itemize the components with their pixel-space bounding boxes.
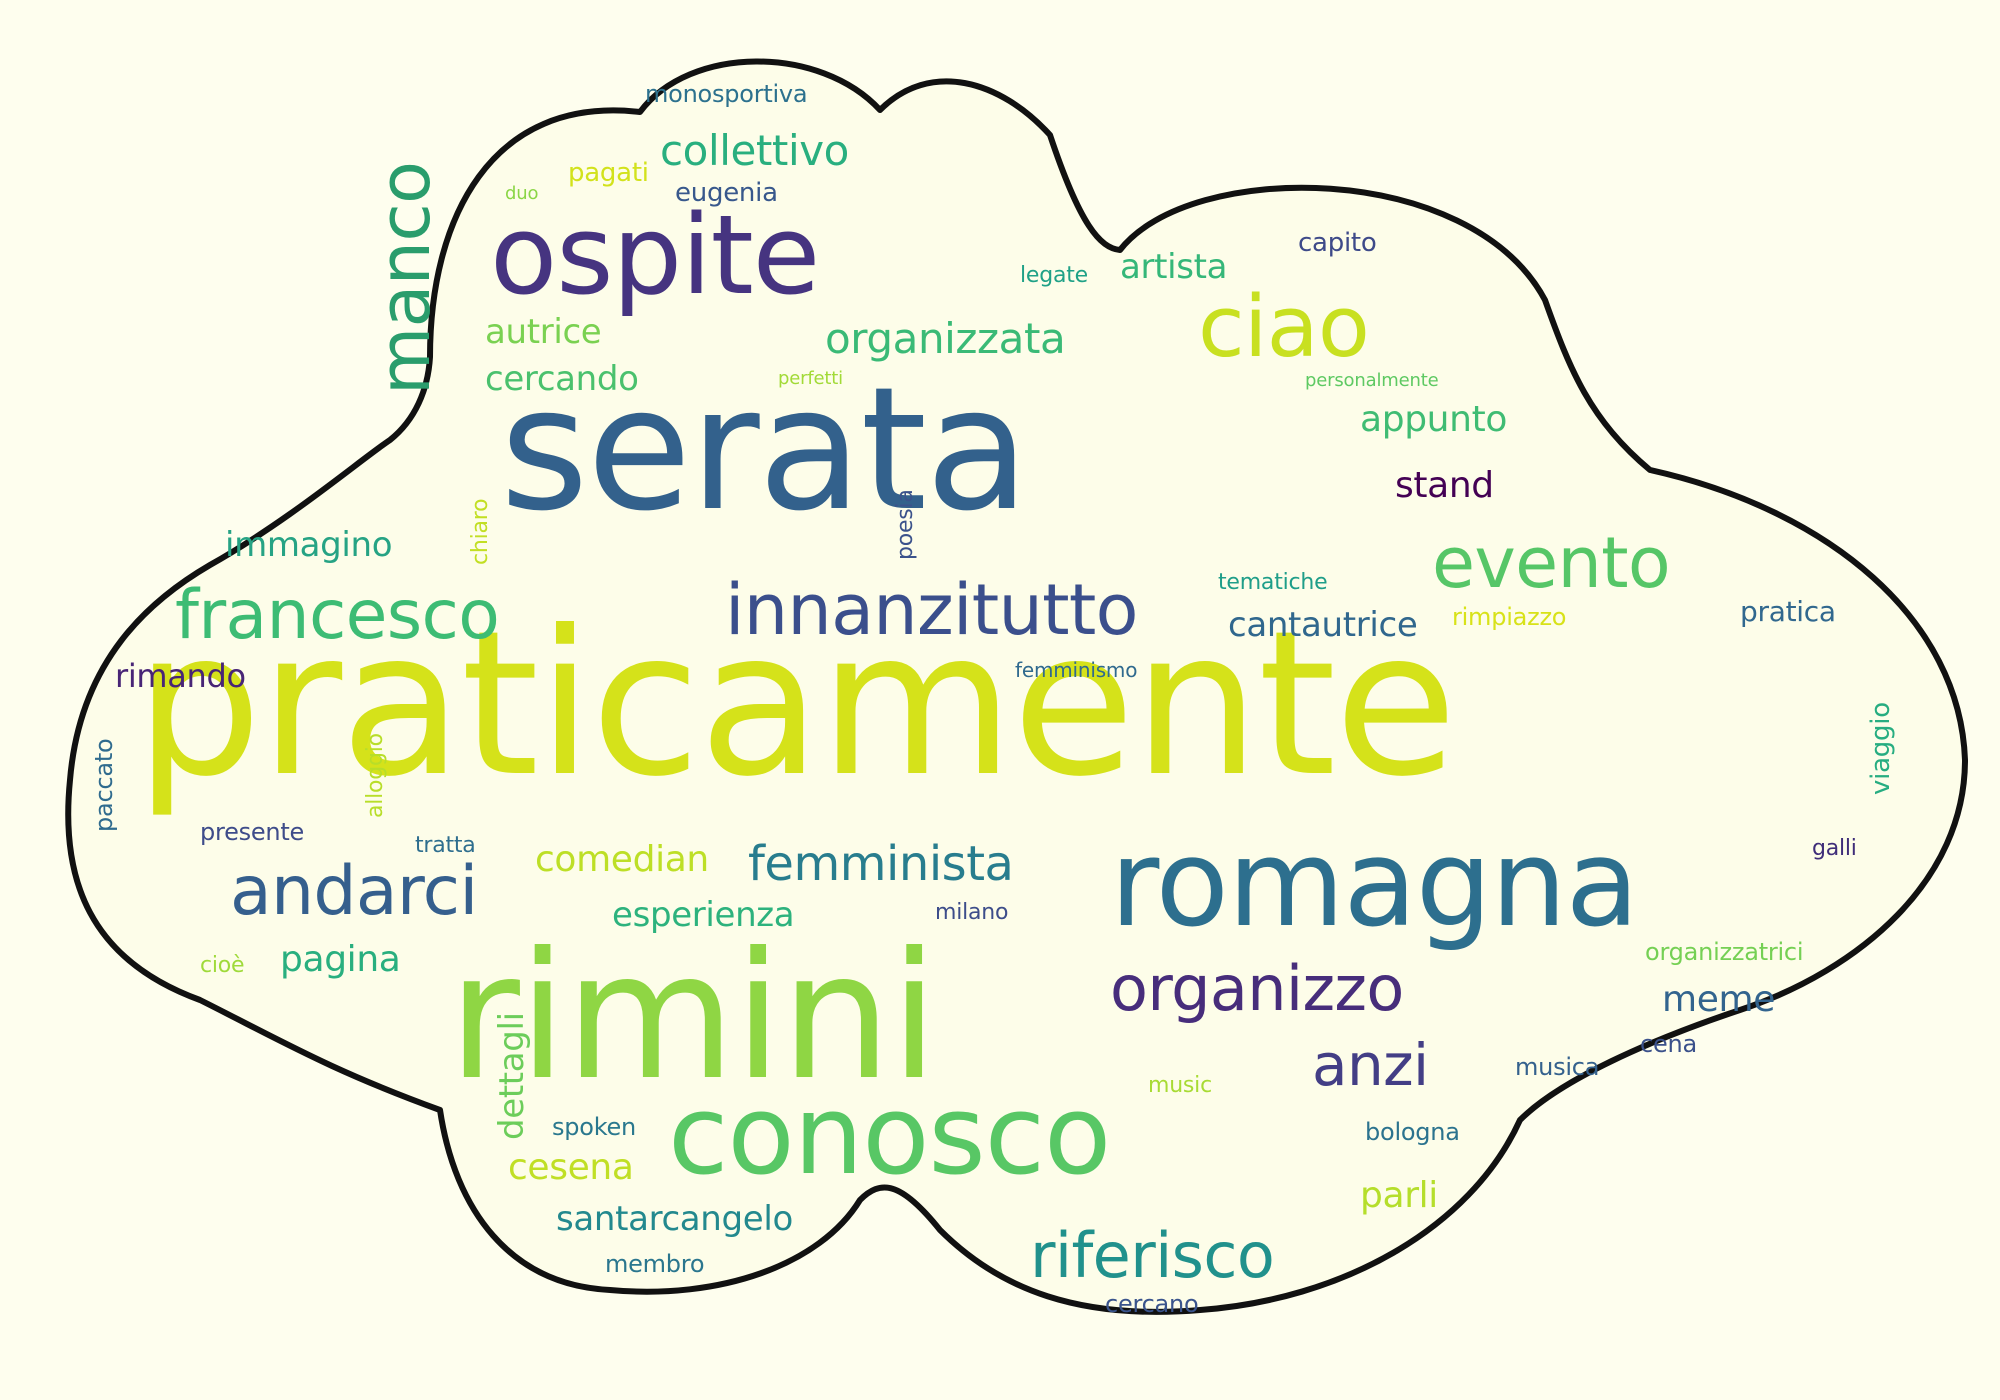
- word-organizzata: organizzata: [825, 314, 1066, 363]
- cloud-outline: [65, 58, 1968, 1315]
- word-membro: membro: [605, 1250, 705, 1278]
- word-legate: legate: [1020, 263, 1088, 288]
- word-femminismo: femminismo: [1015, 658, 1138, 682]
- word-artista: artista: [1120, 247, 1228, 287]
- word-organizzatrici: organizzatrici: [1645, 938, 1804, 966]
- word-galli: galli: [1812, 836, 1857, 861]
- word-francesco: francesco: [175, 576, 500, 655]
- word-monosportiva: monosportiva: [645, 80, 808, 108]
- word-eugenia: eugenia: [675, 178, 778, 208]
- word-presente: presente: [200, 818, 305, 846]
- word-riferisco: riferisco: [1030, 1219, 1275, 1292]
- word-duo: duo: [505, 183, 539, 204]
- word-milano: milano: [935, 900, 1009, 925]
- word-comedian: comedian: [535, 839, 709, 880]
- word-appunto: appunto: [1360, 399, 1508, 440]
- word-rimini: rimini: [448, 916, 938, 1119]
- word-rimando: rimando: [115, 657, 246, 695]
- word-alloggio: alloggio: [363, 733, 388, 818]
- word-tematiche: tematiche: [1218, 570, 1328, 595]
- word-anzi: anzi: [1312, 1031, 1429, 1099]
- word-cantautrice: cantautrice: [1228, 605, 1418, 645]
- word-rimpiazzo: rimpiazzo: [1452, 603, 1567, 631]
- word-ospite: ospite: [490, 191, 820, 319]
- word-andarci: andarci: [230, 852, 478, 931]
- word-ciao: ciao: [1198, 278, 1370, 377]
- word-conosco: conosco: [668, 1071, 1111, 1199]
- word-immagino: immagino: [225, 525, 393, 565]
- word-santarcangelo: santarcangelo: [556, 1199, 793, 1239]
- word-poesia: poesia: [893, 489, 918, 560]
- word-viaggio: viaggio: [1866, 702, 1896, 795]
- word-dettagli: dettagli: [492, 1012, 532, 1140]
- word-cesena: cesena: [508, 1147, 634, 1188]
- word-musica: musica: [1515, 1053, 1600, 1081]
- word-cercano: cercano: [1105, 1290, 1199, 1318]
- word-meme: meme: [1662, 979, 1775, 1020]
- word-capito: capito: [1298, 228, 1377, 258]
- word-serata: serata: [500, 351, 1030, 549]
- word-autrice: autrice: [485, 312, 602, 352]
- word-cercando: cercando: [485, 359, 639, 399]
- word-esperienza: esperienza: [612, 895, 795, 935]
- word-romagna: romagna: [1110, 815, 1639, 954]
- word-evento: evento: [1432, 522, 1671, 604]
- word-bologna: bologna: [1365, 1118, 1460, 1146]
- word-chiaro: chiaro: [468, 498, 493, 565]
- word-manco: manco: [364, 161, 446, 395]
- word-innanzitutto: innanzitutto: [725, 569, 1138, 651]
- word-parli: parli: [1360, 1175, 1438, 1216]
- word-cena: cena: [1640, 1030, 1697, 1058]
- word-spoken: spoken: [552, 1113, 637, 1141]
- word-stand: stand: [1395, 465, 1494, 506]
- word-pratica: pratica: [1740, 595, 1836, 628]
- word-praticamente: praticamente: [135, 588, 1457, 821]
- word-music: music: [1148, 1073, 1212, 1098]
- word-paccato: paccato: [90, 738, 118, 832]
- word-femminista: femminista: [748, 836, 1014, 892]
- word-collettivo: collettivo: [660, 126, 849, 175]
- word-cioè: cioè: [200, 953, 245, 978]
- word-pagina: pagina: [280, 939, 401, 980]
- word-organizzo: organizzo: [1110, 952, 1404, 1025]
- word-pagati: pagati: [568, 158, 649, 188]
- word-perfetti: perfetti: [778, 368, 843, 389]
- word-personalmente: personalmente: [1305, 370, 1439, 391]
- word-tratta: tratta: [415, 833, 476, 858]
